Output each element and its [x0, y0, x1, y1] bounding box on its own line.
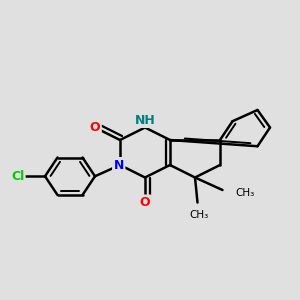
- Text: Cl: Cl: [11, 170, 24, 183]
- Text: O: O: [140, 196, 150, 209]
- Text: N: N: [114, 158, 124, 172]
- Text: NH: NH: [135, 113, 155, 127]
- Text: CH₃: CH₃: [235, 188, 254, 197]
- Text: O: O: [90, 121, 100, 134]
- Text: CH₃: CH₃: [189, 210, 208, 220]
